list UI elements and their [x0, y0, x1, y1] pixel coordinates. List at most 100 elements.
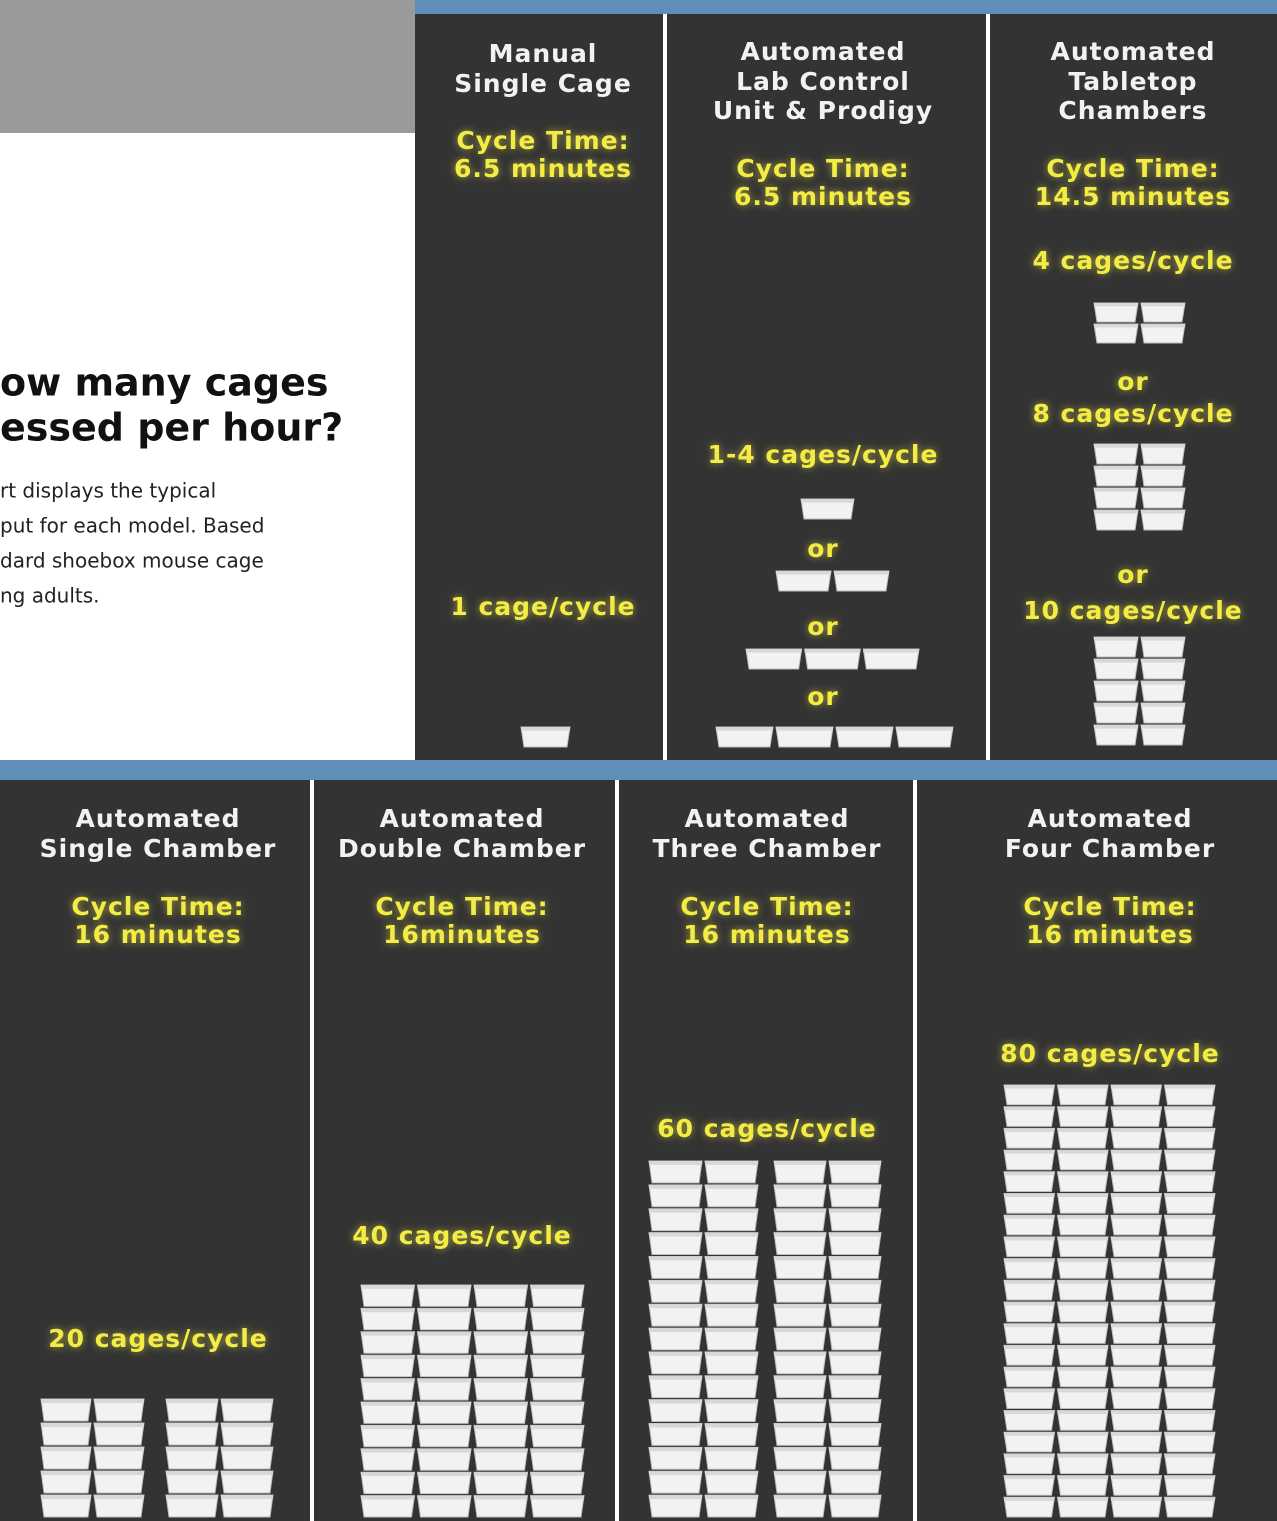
cage-lid — [474, 1472, 528, 1477]
cage-lid — [1057, 1367, 1108, 1371]
cage-lid — [829, 1208, 881, 1213]
cage-lid — [1141, 444, 1185, 448]
cycle-time: 6.5 minutes — [454, 154, 632, 183]
cage-lid — [1057, 1302, 1108, 1306]
cage-lid — [221, 1423, 273, 1427]
cage-lid — [705, 1495, 758, 1500]
cage-lid — [746, 649, 802, 653]
cage-lid — [705, 1208, 758, 1213]
cage-lid — [530, 1331, 584, 1336]
cage-lid — [649, 1447, 702, 1452]
cage-lid — [829, 1184, 881, 1189]
cage-lid — [1141, 303, 1185, 307]
intro-body: put for each model. Based — [0, 514, 264, 538]
cage-lid — [94, 1423, 144, 1427]
cage-lid — [649, 1351, 702, 1356]
cage-lid — [1111, 1388, 1162, 1393]
cage-lid — [1111, 1497, 1162, 1501]
cage-lid — [829, 1447, 881, 1452]
capacity-label: or — [807, 612, 839, 641]
cage-lid — [829, 1280, 881, 1285]
cage-lid — [1164, 1193, 1215, 1198]
panel-heading: Automated — [380, 804, 545, 833]
cage-lid — [166, 1423, 218, 1427]
cage-lid — [705, 1423, 758, 1428]
cage-lid — [1141, 703, 1185, 707]
cage-lid — [1111, 1453, 1162, 1458]
cage-lid — [1004, 1106, 1055, 1111]
cage-lid — [1111, 1432, 1162, 1436]
cage-lid — [829, 1375, 881, 1380]
panel-heading: Automated — [1028, 804, 1193, 833]
cage-lid — [1094, 466, 1138, 470]
cycle-time: 14.5 minutes — [1035, 182, 1231, 211]
panel-heading: Unit & Prodigy — [713, 96, 933, 125]
cage-lid — [1141, 637, 1185, 641]
cycle-time: Cycle Time: — [375, 892, 548, 921]
panel-heading: Automated — [685, 804, 850, 833]
cage-lid — [1111, 1106, 1162, 1111]
panel-heading: Automated — [76, 804, 241, 833]
cage-lid — [1004, 1388, 1055, 1393]
cage-lid — [417, 1331, 471, 1336]
cage-lid — [94, 1399, 144, 1403]
cage-lid — [1057, 1258, 1108, 1263]
cage-lid — [1164, 1475, 1215, 1480]
cage-lid — [774, 1256, 826, 1261]
cage-lid — [1094, 703, 1138, 707]
capacity-label: 1-4 cages/cycle — [708, 440, 939, 469]
cage-lid — [1004, 1193, 1055, 1198]
top-bar — [415, 0, 1277, 14]
cage-lid — [1004, 1150, 1055, 1154]
cage-lid — [1111, 1215, 1162, 1219]
cage-lid — [649, 1280, 702, 1285]
cage-lid — [361, 1402, 415, 1406]
cage-lid — [1057, 1345, 1108, 1349]
cage-lid — [1004, 1345, 1055, 1349]
cage-lid — [1111, 1475, 1162, 1480]
cage-lid — [474, 1448, 528, 1453]
cage-lid — [474, 1355, 528, 1360]
cage-lid — [417, 1448, 471, 1453]
cage-lid — [829, 1471, 881, 1476]
cage-lid — [649, 1375, 702, 1380]
cage-lid — [1164, 1150, 1215, 1154]
cage-lid — [1057, 1128, 1108, 1132]
cage-lid — [829, 1161, 881, 1165]
cage-lid — [41, 1495, 91, 1499]
gray-block — [0, 0, 415, 133]
capacity-label: or — [1117, 560, 1149, 589]
cage-lid — [649, 1495, 702, 1500]
panel-heading: Single Chamber — [40, 834, 277, 863]
capacity-label: 8 cages/cycle — [1032, 399, 1233, 428]
cage-lid — [1141, 681, 1185, 685]
cage-lid — [1111, 1302, 1162, 1306]
cage-lid — [649, 1304, 702, 1309]
cage-lid — [829, 1256, 881, 1261]
cage-lid — [829, 1232, 881, 1237]
cage-lid — [1164, 1367, 1215, 1371]
cycle-time: 6.5 minutes — [734, 182, 912, 211]
cage-lid — [705, 1232, 758, 1237]
cage-lid — [474, 1331, 528, 1336]
capacity-label: 20 cages/cycle — [48, 1324, 268, 1353]
cage-lid — [1057, 1432, 1108, 1436]
cage-lid — [474, 1425, 528, 1430]
cage-lid — [649, 1161, 702, 1165]
cage-lid — [1094, 510, 1138, 514]
intro-body: rt displays the typical — [0, 479, 216, 503]
cage-lid — [530, 1402, 584, 1406]
cage-lid — [1094, 303, 1138, 307]
cage-lid — [1111, 1150, 1162, 1154]
cage-lid — [1141, 659, 1185, 663]
intro-title: essed per hour? — [0, 406, 343, 450]
cycle-time: 16 minutes — [74, 920, 242, 949]
cycle-time: Cycle Time: — [71, 892, 244, 921]
panel-heading: Three Chamber — [652, 834, 881, 863]
cage-lid — [1057, 1106, 1108, 1111]
cage-lid — [649, 1328, 702, 1333]
cage-lid — [1111, 1193, 1162, 1198]
cage-lid — [804, 649, 861, 653]
cage-lid — [530, 1378, 584, 1383]
cage-lid — [705, 1304, 758, 1309]
